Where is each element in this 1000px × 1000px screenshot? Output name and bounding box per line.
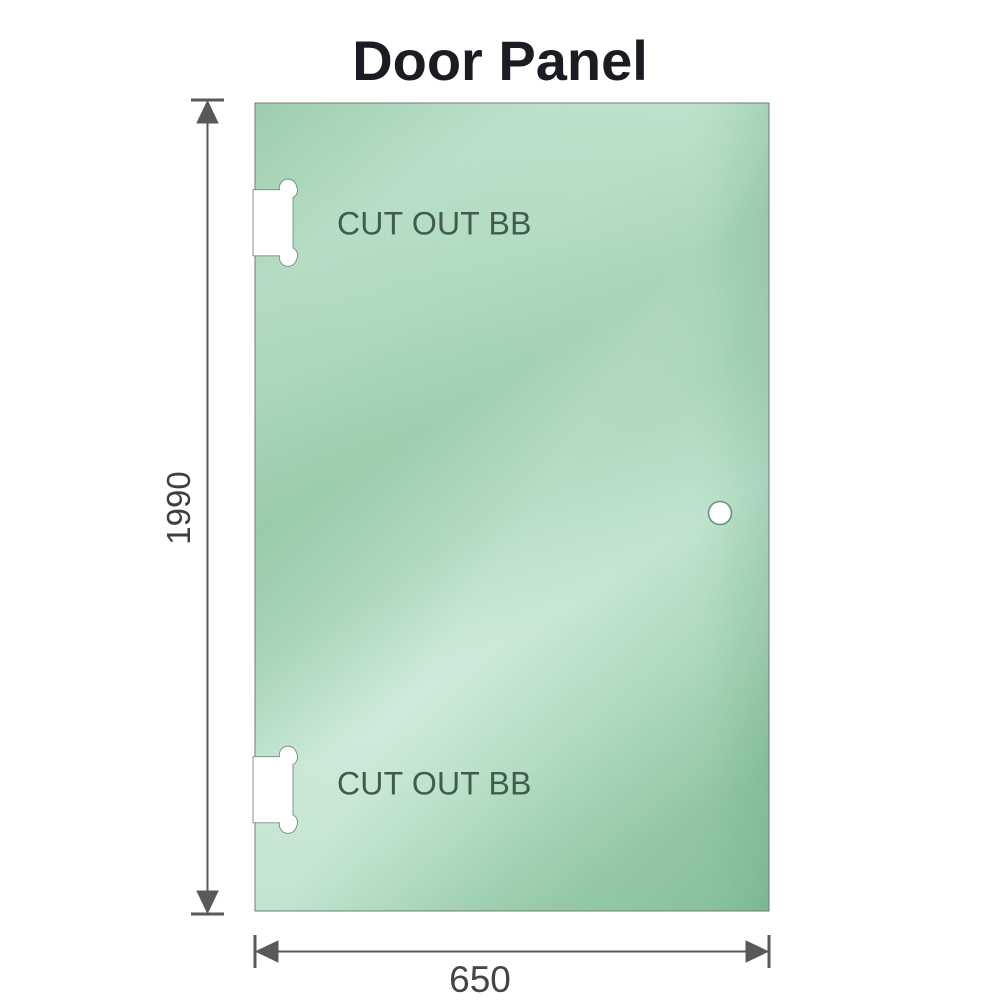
svg-text:1990: 1990 [160,471,197,544]
svg-text:650: 650 [449,959,511,1000]
svg-text:Door Panel: Door Panel [352,29,648,92]
svg-text:CUT OUT BB: CUT OUT BB [337,766,532,802]
svg-text:CUT OUT BB: CUT OUT BB [337,206,532,242]
